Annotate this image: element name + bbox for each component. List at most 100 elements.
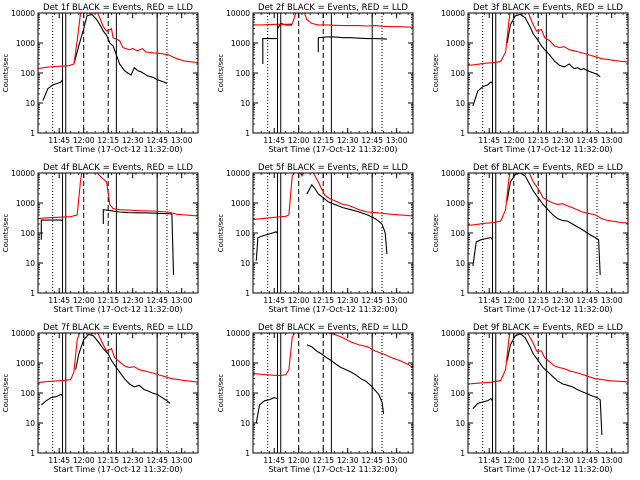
x-tick-label: 11:45: [48, 456, 70, 465]
y-tick-label: 100: [451, 229, 466, 238]
events-series-line-2: [75, 333, 171, 404]
events-series-line-2: [102, 209, 172, 224]
x-tick-label: 11:45: [48, 136, 70, 145]
panel-title: Det 4f BLACK = Events, RED = LLD: [43, 163, 193, 173]
x-tick-label: 12:30: [337, 136, 359, 145]
y-tick-label: 1000: [16, 359, 35, 368]
y-tick-label: 10: [240, 99, 250, 108]
x-tick-label: 12:45: [576, 136, 598, 145]
x-tick-label: 13:00: [601, 456, 623, 465]
events-series-line-2: [506, 13, 601, 78]
x-tick-label: 13:00: [386, 296, 408, 305]
y-axis-title: Counts/sec: [432, 374, 440, 413]
data-series-group: [468, 13, 628, 107]
x-tick-label: 12:45: [146, 136, 168, 145]
y-tick-label: 10: [455, 99, 465, 108]
events-series-line-1: [472, 236, 493, 266]
x-tick-label: 12:15: [97, 296, 119, 305]
x-tick-label: 12:45: [576, 456, 598, 465]
x-tick-label: 12:15: [527, 296, 549, 305]
x-tick-label: 11:45: [263, 456, 285, 465]
detector-panel-6: 1 10 100 1000 10000 11:45 12:00 12:15 12:30 12:45…: [432, 163, 629, 314]
detector-panel-2: 1 10 100 1000 10000 11:45 12:00 12:15 12:30 12:45…: [217, 3, 414, 154]
x-tick-label: 11:45: [478, 296, 500, 305]
x-tick-label: 11:45: [478, 136, 500, 145]
y-axis-title: Counts/sec: [2, 374, 10, 413]
y-axis-title: Counts/sec: [432, 54, 440, 93]
y-tick-label: 1000: [16, 39, 35, 48]
x-tick-label: 13:00: [386, 136, 408, 145]
y-tick-label: 10: [240, 419, 250, 428]
x-tick-label: 12:30: [337, 296, 359, 305]
y-tick-label: 1: [245, 129, 250, 138]
x-tick-label: 12:15: [312, 296, 334, 305]
detector-panel-4: 1 10 100 1000 10000 11:45 12:00 12:15 12:30 12:45…: [2, 163, 199, 314]
y-tick-label: 10000: [441, 169, 465, 178]
y-tick-label: 1000: [446, 199, 465, 208]
x-tick-label: 13:00: [171, 456, 193, 465]
detector-panel-8: 1 10 100 1000 10000 11:45 12:00 12:15 12:30 12:45…: [217, 323, 414, 474]
y-tick-label: 10000: [226, 329, 250, 338]
x-tick-label: 12:00: [73, 296, 95, 305]
y-tick-label: 1: [460, 289, 465, 298]
x-tick-label: 12:30: [122, 296, 144, 305]
x-tick-label: 12:30: [122, 456, 144, 465]
y-tick-label: 1: [30, 449, 35, 458]
y-tick-label: 10: [455, 419, 465, 428]
x-tick-label: 12:30: [552, 296, 574, 305]
x-tick-label: 12:00: [73, 136, 95, 145]
x-axis-title: Start Time (17-Oct-12 11:32:00): [483, 465, 612, 474]
panel-title: Det 2f BLACK = Events, RED = LLD: [258, 3, 408, 13]
x-tick-label: 12:45: [361, 296, 383, 305]
panel-title: Det 3f BLACK = Events, RED = LLD: [473, 3, 623, 13]
events-series-line-1: [472, 397, 493, 410]
x-tick-label: 12:00: [73, 456, 95, 465]
lld-series-line-1: [253, 173, 413, 221]
events-series-line-2: [73, 13, 168, 84]
events-series-line-1: [262, 38, 278, 64]
x-tick-label: 13:00: [601, 296, 623, 305]
y-tick-label: 10: [25, 419, 35, 428]
y-axis-title: Counts/sec: [217, 214, 225, 253]
y-tick-label: 100: [451, 69, 466, 78]
y-tick-label: 100: [451, 389, 466, 398]
events-series-line-3: [598, 239, 601, 275]
y-tick-label: 100: [21, 229, 36, 238]
lld-series-line-1: [38, 173, 198, 220]
panel-title: Det 7f BLACK = Events, RED = LLD: [43, 323, 193, 333]
y-tick-label: 10000: [441, 9, 465, 18]
events-series-line-3: [317, 36, 387, 52]
y-tick-label: 100: [236, 69, 251, 78]
y-tick-label: 100: [236, 389, 251, 398]
y-tick-label: 10000: [226, 169, 250, 178]
x-tick-label: 12:45: [576, 296, 598, 305]
y-tick-label: 1: [30, 129, 35, 138]
y-axis-title: Counts/sec: [2, 54, 10, 93]
panel-title: Det 5f BLACK = Events, RED = LLD: [258, 163, 408, 173]
y-tick-label: 100: [21, 69, 36, 78]
lld-series-line-1: [38, 333, 198, 384]
y-tick-label: 1000: [16, 199, 35, 208]
y-tick-label: 10: [25, 259, 35, 268]
panel-title: Det 8f BLACK = Events, RED = LLD: [258, 323, 408, 333]
events-series-line-2: [506, 173, 599, 241]
x-tick-label: 12:15: [312, 136, 334, 145]
x-tick-label: 12:15: [312, 456, 334, 465]
events-series-line-1: [40, 219, 63, 240]
data-series-group: [38, 13, 198, 101]
data-series-group: [38, 173, 198, 275]
x-tick-label: 13:00: [171, 136, 193, 145]
x-axis-title: Start Time (17-Oct-12 11:32:00): [483, 305, 612, 314]
x-tick-label: 12:00: [503, 296, 525, 305]
x-tick-label: 12:00: [503, 136, 525, 145]
x-tick-label: 12:45: [361, 136, 383, 145]
x-tick-label: 13:00: [171, 296, 193, 305]
x-tick-label: 12:15: [97, 456, 119, 465]
detector-panel-9: 1 10 100 1000 10000 11:45 12:00 12:15 12:30 12:45…: [432, 323, 629, 474]
lld-series-line-1: [468, 333, 628, 385]
x-tick-label: 12:15: [527, 136, 549, 145]
data-series-group: [38, 333, 198, 406]
x-tick-label: 12:00: [288, 456, 310, 465]
y-tick-label: 100: [21, 389, 36, 398]
events-series-line-3: [599, 399, 603, 435]
